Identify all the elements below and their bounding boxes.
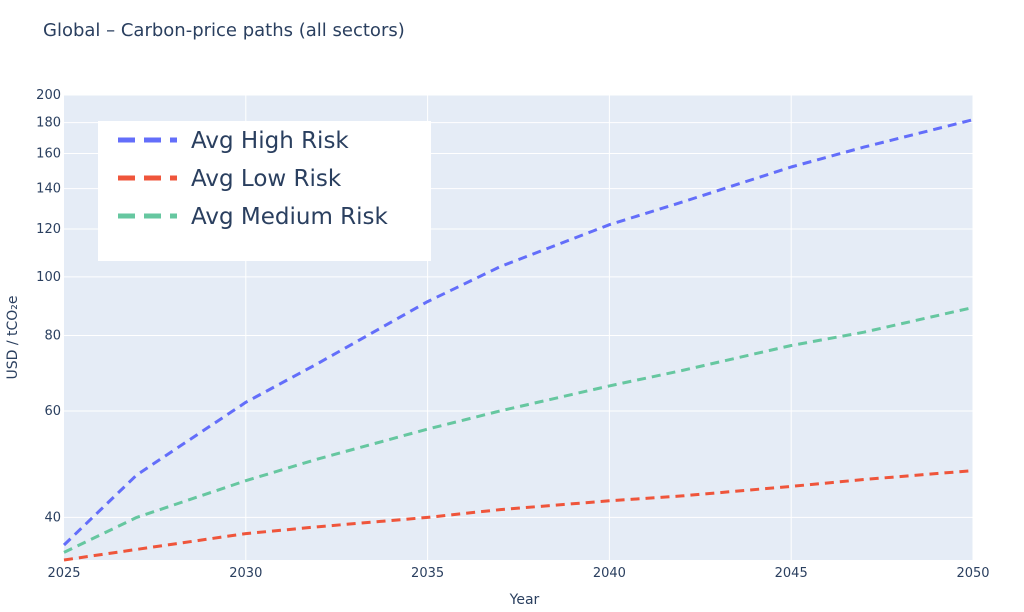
y-tick-label: 60 (44, 404, 61, 419)
series-lines (62, 118, 974, 562)
x-tick-label: 2035 (411, 566, 444, 581)
x-tick-label: 2030 (229, 566, 262, 581)
x-tick-label: 2025 (47, 566, 80, 581)
legend-label: Avg High Risk (191, 128, 349, 154)
y-tick-label: 140 (36, 182, 61, 197)
y-tick-label: 40 (44, 510, 61, 525)
y-tick-label: 120 (36, 222, 61, 237)
legend-label: Avg Low Risk (191, 166, 342, 192)
y-tick-label: 100 (36, 270, 61, 285)
x-tick-label: 2050 (956, 566, 989, 581)
y-tick-label: 180 (36, 116, 61, 131)
series-line-avg-high-risk (62, 118, 974, 547)
x-tick-label: 2040 (593, 566, 626, 581)
x-tick-label: 2045 (775, 566, 808, 581)
y-tick-label: 200 (36, 88, 61, 103)
legend-label: Avg Medium Risk (191, 204, 389, 230)
series-line-avg-low-risk (63, 469, 974, 562)
legend-box (98, 121, 431, 261)
series-line-avg-medium-risk (63, 306, 974, 554)
legend: Avg High Risk Avg Low Risk Avg Medium Risk (98, 121, 431, 261)
chart-title: Global – Carbon-price paths (all sectors… (43, 20, 405, 41)
y-tick-label: 80 (44, 328, 61, 343)
x-axis-title: Year (509, 592, 540, 608)
y-tick-label: 160 (36, 147, 61, 162)
y-axis-title: USD / tCO₂e (5, 295, 21, 379)
